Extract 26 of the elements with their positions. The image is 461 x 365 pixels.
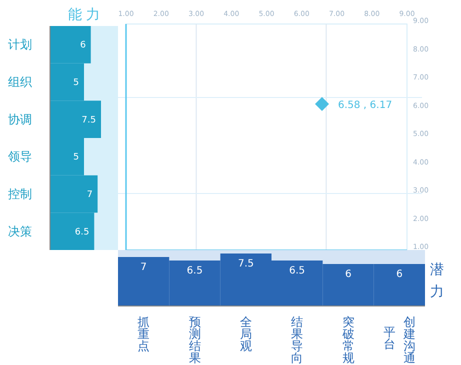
y-tick-label: 控制 <box>8 187 32 201</box>
y-tick-label: 计划 <box>8 38 32 52</box>
x-tick-label: 预测结果 <box>188 315 201 365</box>
y-tick-label: 决策 <box>8 224 32 238</box>
chart-title: 能 力 <box>68 7 100 23</box>
data-label: 6.5 <box>74 227 90 238</box>
data-label: 6 <box>396 269 403 280</box>
data-label: 7 <box>86 190 93 200</box>
data-label: 6.5 <box>186 266 203 276</box>
data-label: 6.58 , 6.17 <box>338 100 392 111</box>
data-label: 6 <box>345 269 352 280</box>
y-tick-label: 领导 <box>8 150 32 164</box>
y-tick-label: 协调 <box>8 112 32 126</box>
data-label: 7.5 <box>82 115 96 126</box>
data-label: 7.5 <box>238 258 254 270</box>
data-label: 7 <box>140 262 147 273</box>
x-tick-label: 全局观 <box>240 315 252 353</box>
x-tick-label: 抓重点 <box>138 315 150 353</box>
data-label: 5 <box>73 152 79 163</box>
x-tick-label: 突破常规 <box>341 315 354 365</box>
data-label: 6 <box>80 40 86 51</box>
text: 潜力 <box>430 262 444 300</box>
data-label: 5 <box>73 78 79 88</box>
x-tick-label: 结果导向 <box>291 315 304 365</box>
y-tick-label: 组织 <box>8 75 32 89</box>
data-label: 6.5 <box>289 266 306 276</box>
